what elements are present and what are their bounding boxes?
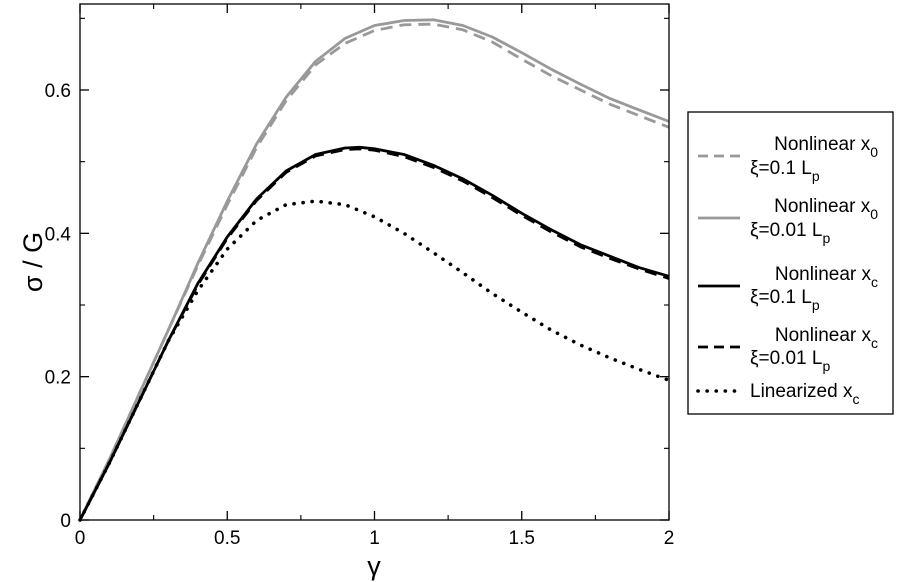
legend-label-3-line1: Nonlinear xc	[775, 264, 878, 290]
y-axis-title: σ / G	[18, 232, 48, 292]
y-tick-label: 0.6	[45, 81, 71, 102]
series-line-5	[78, 199, 671, 522]
series-line-1	[78, 22, 670, 521]
legend-label-1-line1: Nonlinear x0	[774, 134, 878, 160]
series-line-3	[78, 145, 670, 521]
y-tick-label: 0	[60, 511, 71, 532]
plot-area	[78, 18, 671, 522]
series-line-2	[78, 18, 670, 521]
y-tick-label: 0.2	[45, 368, 71, 389]
legend-label-5: Linearized xc	[750, 381, 859, 407]
legend-label-4-line2: ξ=0.01 Lp	[750, 348, 830, 374]
legend-box	[687, 111, 894, 415]
x-tick-label: 0	[75, 528, 86, 549]
x-tick-label: 1	[369, 528, 380, 549]
x-tick-label: 1.5	[509, 528, 535, 549]
axes: 0 0.5 1 1.5 2 0 0.2 0.4 0.6	[45, 3, 675, 549]
x-tick-label: 2	[664, 528, 675, 549]
x-tick-label: 0.5	[214, 528, 240, 549]
x-axis-title: γ	[367, 551, 381, 581]
series-line-4	[78, 147, 670, 521]
legend-label-2-line2: ξ=0.01 Lp	[750, 220, 830, 246]
plot-frame	[79, 3, 670, 521]
legend-label-1-line2: ξ=0.1 Lp	[750, 158, 820, 184]
legend-label-2-line1: Nonlinear x0	[774, 196, 878, 222]
legend-label-3-line2: ξ=0.1 Lp	[750, 287, 820, 313]
y-tick-label: 0.4	[45, 224, 72, 245]
legend-label-4-line1: Nonlinear xc	[775, 325, 878, 351]
